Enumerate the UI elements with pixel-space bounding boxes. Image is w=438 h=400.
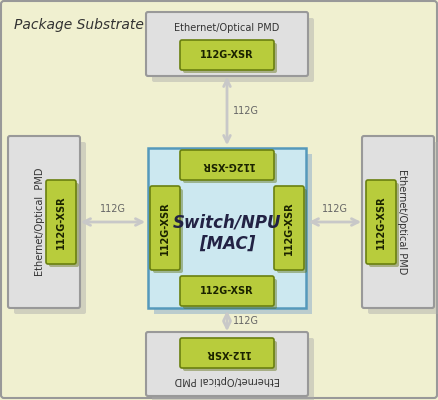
Text: Package Substrate: Package Substrate	[14, 18, 144, 32]
FancyBboxPatch shape	[180, 40, 273, 70]
FancyBboxPatch shape	[368, 183, 398, 267]
Text: 112G: 112G	[100, 204, 126, 214]
Text: 112G-XSR: 112G-XSR	[283, 201, 293, 255]
FancyBboxPatch shape	[367, 142, 438, 314]
FancyBboxPatch shape	[153, 189, 183, 273]
FancyBboxPatch shape	[146, 332, 307, 396]
Text: 112G: 112G	[233, 106, 258, 116]
Text: Ethernet/Optical PMD: Ethernet/Optical PMD	[174, 23, 279, 33]
FancyBboxPatch shape	[361, 136, 433, 308]
FancyBboxPatch shape	[273, 186, 303, 270]
Text: Ethernet/Optical PMD: Ethernet/Optical PMD	[396, 169, 406, 275]
Text: Switch/NPU
[MAC]: Switch/NPU [MAC]	[173, 214, 281, 252]
Text: 112G-XSR: 112G-XSR	[200, 160, 253, 170]
Bar	[154, 154, 311, 314]
Text: 112G-XSR: 112G-XSR	[375, 195, 385, 249]
FancyBboxPatch shape	[183, 279, 276, 309]
Text: 112G: 112G	[233, 316, 258, 326]
Text: 112G-XSR: 112G-XSR	[56, 195, 66, 249]
Text: 112-XSR: 112-XSR	[204, 348, 249, 358]
FancyBboxPatch shape	[152, 338, 313, 400]
FancyBboxPatch shape	[180, 276, 273, 306]
FancyBboxPatch shape	[365, 180, 395, 264]
FancyBboxPatch shape	[49, 183, 79, 267]
Text: 112G: 112G	[321, 204, 347, 214]
FancyBboxPatch shape	[180, 150, 273, 180]
FancyBboxPatch shape	[46, 180, 76, 264]
FancyBboxPatch shape	[14, 142, 86, 314]
FancyBboxPatch shape	[183, 341, 276, 371]
FancyBboxPatch shape	[146, 12, 307, 76]
Text: Ethernet/Optical  PMD: Ethernet/Optical PMD	[35, 168, 45, 276]
FancyBboxPatch shape	[276, 189, 306, 273]
Text: 112G-XSR: 112G-XSR	[159, 201, 170, 255]
FancyBboxPatch shape	[183, 153, 276, 183]
Text: 112G-XSR: 112G-XSR	[200, 286, 253, 296]
Text: Ethernet/Optical PMD: Ethernet/Optical PMD	[174, 375, 279, 385]
FancyBboxPatch shape	[8, 136, 80, 308]
FancyBboxPatch shape	[152, 18, 313, 82]
FancyBboxPatch shape	[183, 43, 276, 73]
FancyBboxPatch shape	[150, 186, 180, 270]
Bar	[148, 148, 305, 308]
FancyBboxPatch shape	[180, 338, 273, 368]
Text: 112G-XSR: 112G-XSR	[200, 50, 253, 60]
